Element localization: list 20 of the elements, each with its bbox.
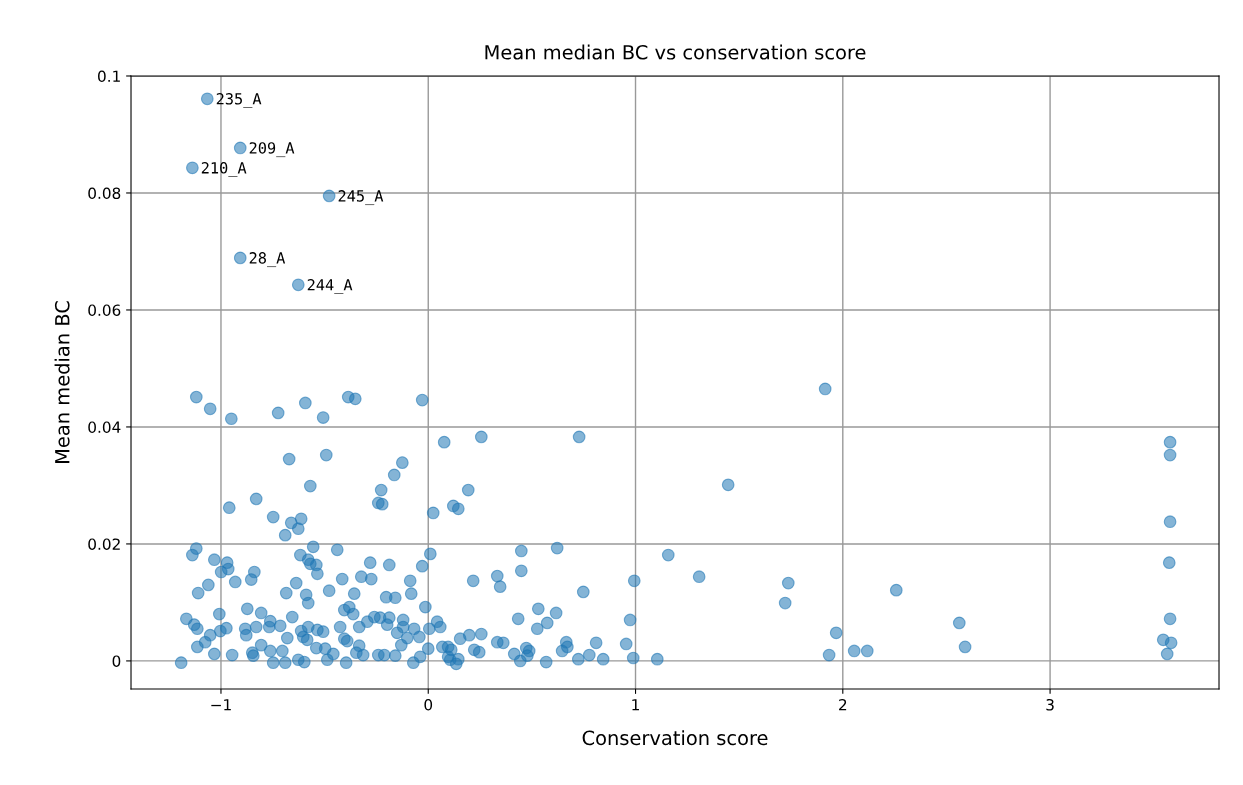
y-tick-label: 0.08 — [88, 187, 121, 199]
annotation: 235_A — [216, 93, 262, 108]
x-axis-title: Conservation score — [582, 730, 768, 746]
x-tick-label: −1 — [211, 699, 231, 711]
x-tick-label: 2 — [839, 698, 847, 711]
annotation: 210_A — [201, 162, 247, 177]
x-tick-label: 1 — [632, 699, 639, 711]
y-tick-label: 0.06 — [88, 304, 121, 316]
y-tick-label: 0 — [112, 655, 121, 667]
annotation: 209_A — [249, 142, 295, 158]
y-tick-label: 0.02 — [88, 538, 120, 550]
x-tick-label: 3 — [1046, 698, 1054, 711]
annotation: 244_A — [307, 279, 353, 294]
y-axis-title: Mean median BC — [54, 301, 70, 463]
y-tick-label: 0.1 — [98, 70, 120, 83]
x-tick-label: 0 — [424, 698, 433, 711]
y-tick-label: 0.04 — [88, 421, 121, 433]
annotation: 245_A — [338, 190, 384, 206]
chart-title: Mean median BC vs conservation score — [485, 44, 866, 60]
annotation: 28_A — [249, 252, 286, 268]
